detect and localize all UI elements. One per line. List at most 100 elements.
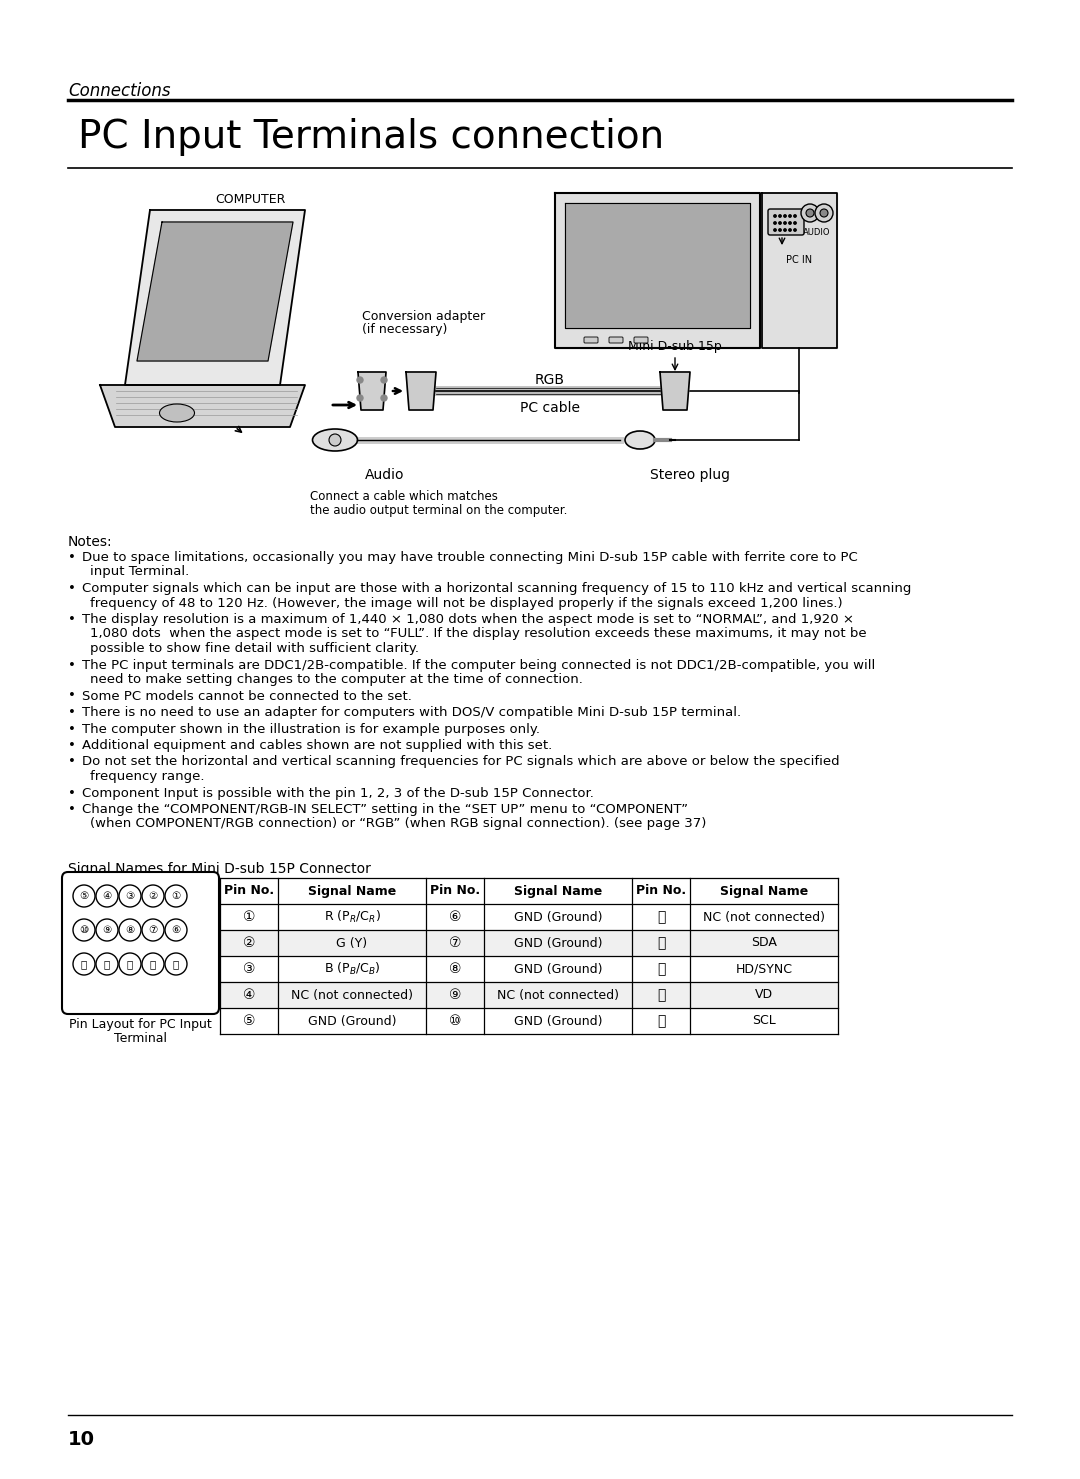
Text: Signal Name: Signal Name xyxy=(308,884,396,898)
Circle shape xyxy=(820,209,828,217)
Text: Pin No.: Pin No. xyxy=(636,884,686,898)
Text: ⑨: ⑨ xyxy=(103,924,111,935)
Text: the audio output terminal on the computer.: the audio output terminal on the compute… xyxy=(310,504,567,518)
Text: ④: ④ xyxy=(103,890,111,901)
Circle shape xyxy=(784,222,786,225)
Polygon shape xyxy=(220,904,838,930)
Text: 10: 10 xyxy=(68,1430,95,1449)
Text: (if necessary): (if necessary) xyxy=(362,322,447,336)
Text: B (P$_B$/C$_B$): B (P$_B$/C$_B$) xyxy=(324,961,380,978)
Text: ⑥: ⑥ xyxy=(449,910,461,924)
Circle shape xyxy=(788,222,792,225)
Circle shape xyxy=(357,395,363,401)
Circle shape xyxy=(329,433,341,447)
Text: Do not set the horizontal and vertical scanning frequencies for PC signals which: Do not set the horizontal and vertical s… xyxy=(82,756,839,769)
Circle shape xyxy=(773,229,777,231)
Text: •: • xyxy=(68,689,76,703)
Circle shape xyxy=(779,222,781,225)
Text: need to make setting changes to the computer at the time of connection.: need to make setting changes to the comp… xyxy=(90,673,583,686)
Circle shape xyxy=(794,222,796,225)
Text: RGB: RGB xyxy=(535,373,565,387)
Text: ⑨: ⑨ xyxy=(449,988,461,1001)
Circle shape xyxy=(165,918,187,941)
Polygon shape xyxy=(565,203,750,328)
Circle shape xyxy=(784,229,786,231)
Polygon shape xyxy=(137,222,293,361)
Text: Change the “COMPONENT/RGB-IN SELECT” setting in the “SET UP” menu to “COMPONENT”: Change the “COMPONENT/RGB-IN SELECT” set… xyxy=(82,803,688,816)
Circle shape xyxy=(96,918,118,941)
Text: The PC input terminals are DDC1/2B-compatible. If the computer being connected i: The PC input terminals are DDC1/2B-compa… xyxy=(82,658,875,671)
FancyBboxPatch shape xyxy=(609,337,623,343)
Text: Signal Names for Mini D-sub 15P Connector: Signal Names for Mini D-sub 15P Connecto… xyxy=(68,862,370,876)
Text: AUDIO: AUDIO xyxy=(804,228,831,237)
Text: ⑭: ⑭ xyxy=(657,988,665,1001)
Circle shape xyxy=(141,884,164,907)
Text: •: • xyxy=(68,740,76,751)
Text: ⑩: ⑩ xyxy=(79,924,89,935)
Text: ⑦: ⑦ xyxy=(148,924,158,935)
Text: (when COMPONENT/RGB connection) or “RGB” (when RGB signal connection). (see page: (when COMPONENT/RGB connection) or “RGB”… xyxy=(90,818,706,831)
Polygon shape xyxy=(125,210,305,385)
Text: ⑤: ⑤ xyxy=(243,1015,255,1028)
Text: ②: ② xyxy=(243,936,255,950)
Text: SCL: SCL xyxy=(752,1015,775,1028)
Circle shape xyxy=(119,952,141,975)
Text: •: • xyxy=(68,756,76,769)
Ellipse shape xyxy=(160,404,194,422)
Circle shape xyxy=(788,214,792,217)
Text: R (P$_R$/C$_R$): R (P$_R$/C$_R$) xyxy=(324,910,380,924)
Text: ⑥: ⑥ xyxy=(172,924,180,935)
Text: GND (Ground): GND (Ground) xyxy=(514,1015,603,1028)
Text: ⑧: ⑧ xyxy=(449,961,461,976)
Text: ⑫: ⑫ xyxy=(150,958,157,969)
Text: ⑦: ⑦ xyxy=(449,936,461,950)
Circle shape xyxy=(794,214,796,217)
Text: possible to show fine detail with sufficient clarity.: possible to show fine detail with suffic… xyxy=(90,642,419,655)
Text: NC (not connected): NC (not connected) xyxy=(291,988,413,1001)
Text: GND (Ground): GND (Ground) xyxy=(308,1015,396,1028)
Text: ⑪: ⑪ xyxy=(173,958,179,969)
Circle shape xyxy=(779,229,781,231)
Text: GND (Ground): GND (Ground) xyxy=(514,963,603,976)
Text: GND (Ground): GND (Ground) xyxy=(514,936,603,950)
Text: Signal Name: Signal Name xyxy=(720,884,808,898)
FancyBboxPatch shape xyxy=(584,337,598,343)
Circle shape xyxy=(73,918,95,941)
Polygon shape xyxy=(220,955,838,982)
Polygon shape xyxy=(660,373,690,410)
Circle shape xyxy=(73,952,95,975)
Circle shape xyxy=(119,918,141,941)
Text: •: • xyxy=(68,723,76,735)
Text: ②: ② xyxy=(148,890,158,901)
Text: ③: ③ xyxy=(243,961,255,976)
Circle shape xyxy=(794,229,796,231)
Text: Additional equipment and cables shown are not supplied with this set.: Additional equipment and cables shown ar… xyxy=(82,740,552,751)
Text: Connections: Connections xyxy=(68,81,171,101)
Text: Audio: Audio xyxy=(365,467,405,482)
Circle shape xyxy=(779,214,781,217)
Text: G (Y): G (Y) xyxy=(337,936,367,950)
Polygon shape xyxy=(762,192,837,348)
FancyBboxPatch shape xyxy=(62,873,219,1015)
FancyBboxPatch shape xyxy=(768,209,804,235)
Text: ⑭: ⑭ xyxy=(104,958,110,969)
Circle shape xyxy=(788,229,792,231)
Polygon shape xyxy=(220,982,838,1009)
Text: COMPUTER: COMPUTER xyxy=(215,192,285,206)
Polygon shape xyxy=(220,930,838,955)
Text: The display resolution is a maximum of 1,440 × 1,080 dots when the aspect mode i: The display resolution is a maximum of 1… xyxy=(82,612,854,626)
Circle shape xyxy=(381,377,387,383)
Text: •: • xyxy=(68,583,76,595)
Text: •: • xyxy=(68,705,76,719)
Text: input Terminal.: input Terminal. xyxy=(90,565,189,578)
Text: Conversion adapter: Conversion adapter xyxy=(362,311,485,322)
Circle shape xyxy=(815,204,833,222)
Circle shape xyxy=(165,952,187,975)
Text: •: • xyxy=(68,552,76,563)
Circle shape xyxy=(73,884,95,907)
Text: Stereo plug: Stereo plug xyxy=(650,467,730,482)
Polygon shape xyxy=(357,373,386,410)
Text: •: • xyxy=(68,658,76,671)
Text: NC (not connected): NC (not connected) xyxy=(497,988,619,1001)
Text: PC cable: PC cable xyxy=(519,401,580,416)
